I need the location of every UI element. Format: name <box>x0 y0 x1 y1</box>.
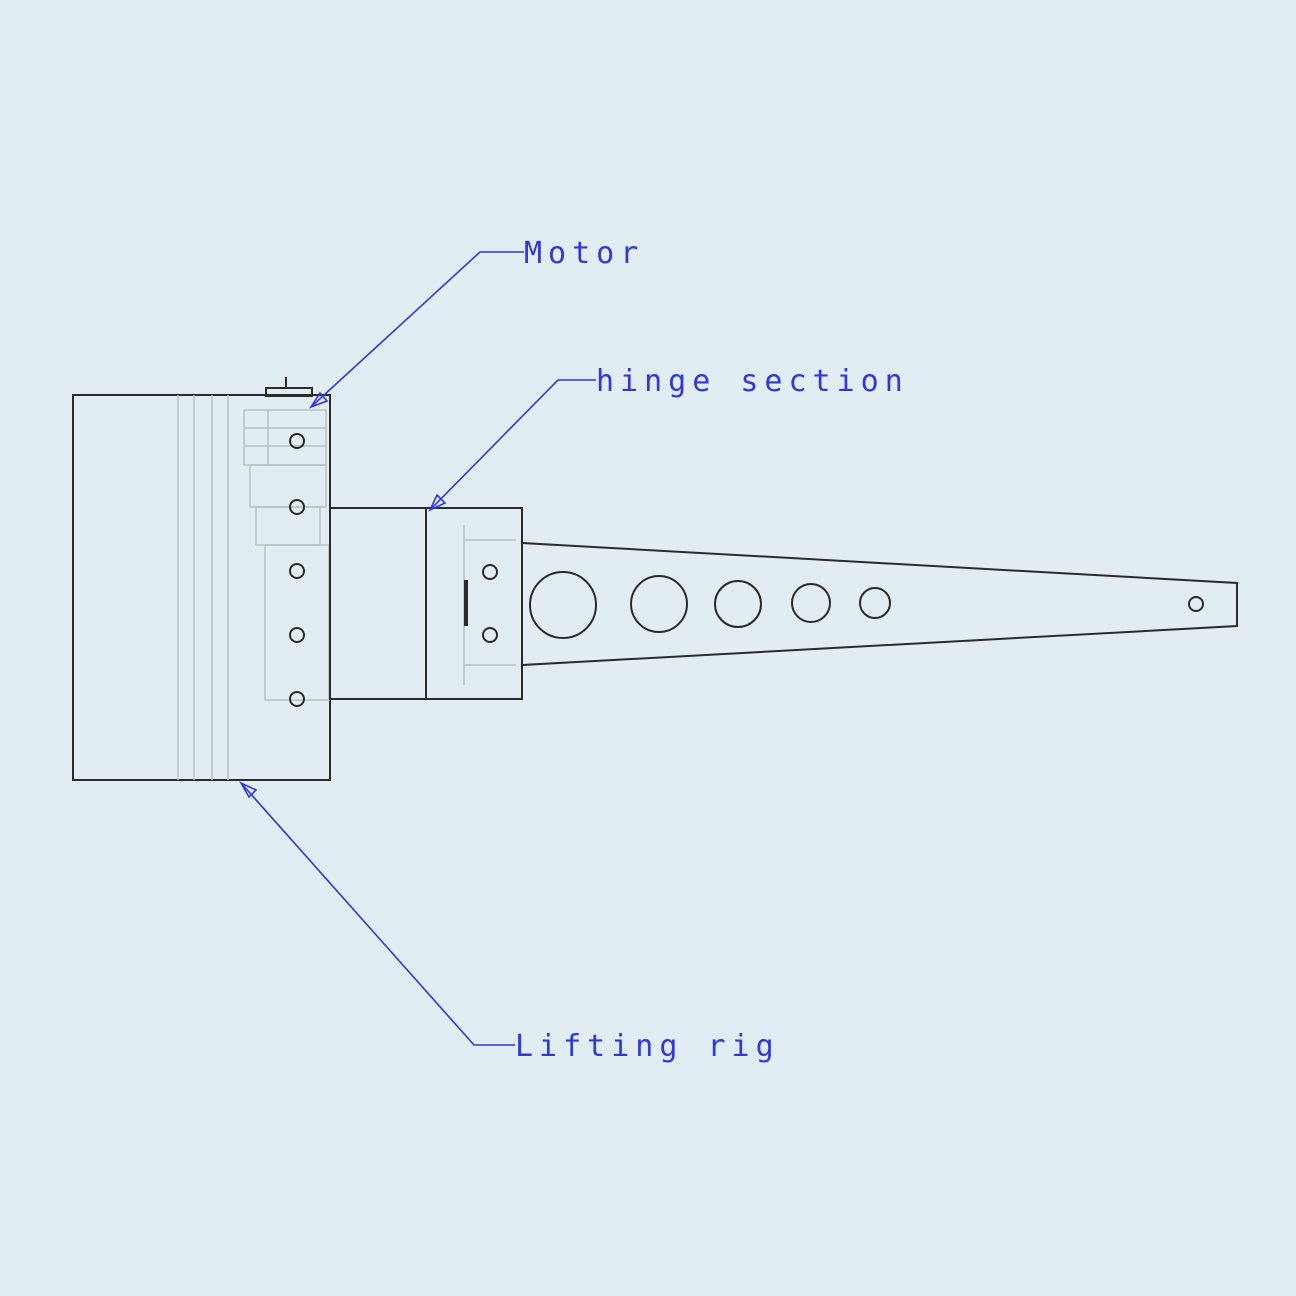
hinge-label: hinge section <box>596 364 909 399</box>
bolt-hole <box>289 691 305 707</box>
lifting-rig-label: Lifting rig <box>515 1029 780 1064</box>
lifting-rig-body <box>72 394 331 781</box>
bolt-hole <box>289 499 305 515</box>
tapered-arm <box>521 542 1238 666</box>
hinge-arrowhead <box>428 493 447 512</box>
motor-arrowhead <box>309 391 329 409</box>
hinge-hole <box>482 627 498 643</box>
bolt-hole <box>289 627 305 643</box>
end-hole <box>1188 596 1204 612</box>
lifting-rig-callout: Lifting rig <box>239 781 780 1064</box>
motor-cap <box>265 387 313 397</box>
bolt-hole <box>289 563 305 579</box>
lifting-rig <box>72 394 331 781</box>
lightening-hole <box>714 580 762 628</box>
bolt-hole <box>289 433 305 449</box>
hinge-section <box>425 507 523 700</box>
lightening-hole <box>630 575 688 633</box>
lightening-hole <box>859 587 891 619</box>
motor-mount <box>255 506 321 546</box>
rig-leader-line <box>240 782 515 1046</box>
lightening-hole <box>529 571 597 639</box>
hinge-body <box>425 507 523 700</box>
hinge-leader-line <box>429 379 596 511</box>
motor-label: Motor <box>524 236 644 271</box>
lightening-hole <box>791 583 831 623</box>
motor-plate <box>264 544 330 701</box>
motor-leader-line <box>310 251 524 408</box>
motor-callout: Motor <box>309 236 644 409</box>
connector-block <box>329 507 427 700</box>
rig-arrowhead <box>239 781 258 799</box>
hinge-callout: hinge section <box>428 364 909 512</box>
motor-housing <box>243 409 327 466</box>
hinge-hole <box>482 564 498 580</box>
motor <box>243 377 330 707</box>
motor-flange <box>249 464 327 508</box>
arm-outline <box>521 542 1238 666</box>
